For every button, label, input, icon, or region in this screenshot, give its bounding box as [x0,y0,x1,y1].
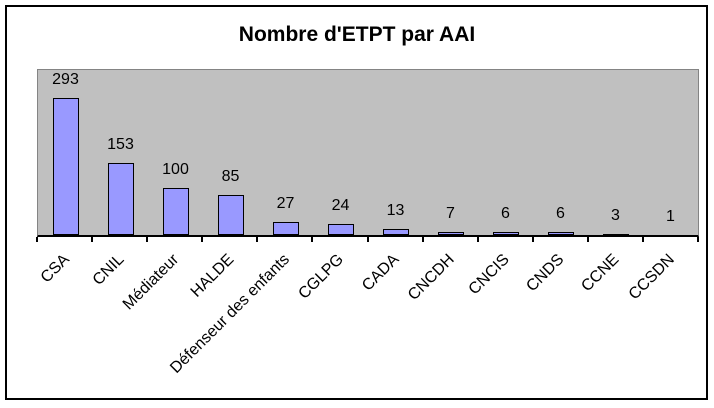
bar-value-label: 7 [446,204,455,222]
plot-area: 293 153 100 85 27 24 13 7 6 6 3 1 [37,69,699,237]
bar [547,232,574,235]
x-axis-tick [421,237,424,242]
bar [217,195,244,235]
x-axis-tick [476,237,479,242]
x-axis-tick [146,237,149,242]
x-axis-tick [91,237,94,242]
x-axis-tick [531,237,534,242]
x-axis-tick [697,237,699,242]
x-axis-tick [641,237,644,242]
bar [437,231,464,235]
bar [272,222,299,235]
x-axis-tick [256,237,259,242]
x-axis-tick [201,237,204,242]
bar [602,233,629,235]
x-axis-tick [586,237,589,242]
bar [107,163,134,235]
x-axis-tick [36,237,38,242]
bar-value-label: 27 [276,195,295,213]
bar-value-label: 1 [666,207,675,225]
bar [382,228,409,235]
bar-value-label: 13 [386,201,405,219]
bar-value-label: 100 [162,161,189,179]
bar-value-label: 24 [331,196,350,214]
bar-value-label: 6 [501,205,510,223]
chart-title: Nombre d'ETPT par AAI [238,23,476,46]
bar-value-label: 6 [556,205,565,223]
bar [327,223,354,235]
x-axis-tick [311,237,314,242]
bar [492,232,519,235]
bar-value-label: 3 [611,206,620,224]
bar-value-label: 293 [52,71,79,88]
x-axis-tick [366,237,369,242]
bar [162,188,189,235]
bar-value-label: 85 [221,168,240,186]
bar [52,98,79,235]
bar-value-label: 153 [107,136,134,154]
